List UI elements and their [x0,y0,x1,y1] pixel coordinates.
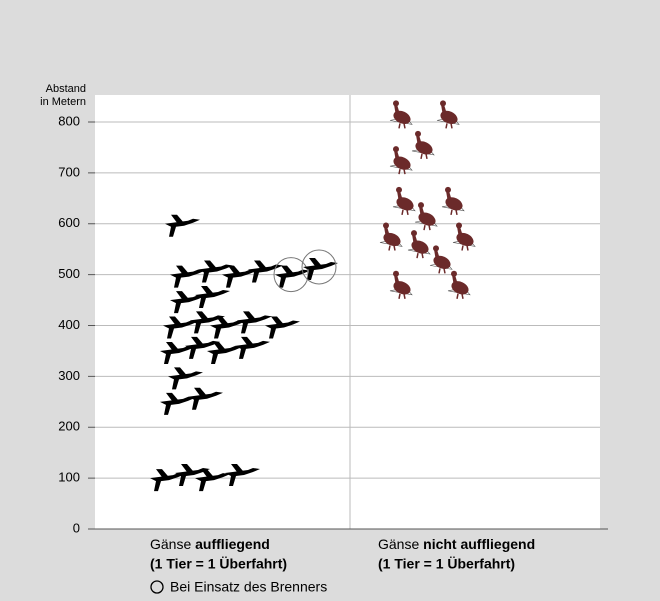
y-axis-label: Abstand [46,83,86,95]
y-tick-label: 100 [58,470,80,485]
category-label: Gänse auffliegend [150,536,270,552]
category-label: Gänse nicht auffliegend [378,536,535,552]
goose-head [393,146,399,152]
category-bold: nicht auffliegend [423,536,535,552]
goose-head [383,222,389,228]
legend-label: Bei Einsatz des Brenners [170,579,327,595]
y-tick-label: 800 [58,113,80,128]
goose-head [411,230,417,236]
category-note: (1 Tier = 1 Überfahrt) [378,556,515,572]
y-tick-label: 600 [58,215,80,230]
y-tick-label: 400 [58,317,80,332]
goose-head [418,202,424,208]
goose-head [415,131,421,137]
y-tick-label: 500 [58,266,80,281]
goose-head [393,271,399,277]
plot-area [95,95,600,529]
goose-head [396,187,402,193]
y-axis-label: in Metern [40,96,86,108]
goose-head [445,187,451,193]
chart: Abstand in Metern 0 100 200 300 400 500 600 700… [0,0,660,601]
y-tick-label: 300 [58,368,80,383]
category-text: Gänse [378,536,423,552]
goose-head [451,271,457,277]
goose-head [456,222,462,228]
category-text: Gänse [150,536,195,552]
y-tick-label: 700 [58,164,80,179]
goose-head [393,100,399,106]
goose-head [440,100,446,106]
y-tick-label: 200 [58,419,80,434]
y-tick-label: 0 [73,520,80,535]
category-bold: auffliegend [195,536,270,552]
goose-head [433,245,439,251]
category-note: (1 Tier = 1 Überfahrt) [150,556,287,572]
